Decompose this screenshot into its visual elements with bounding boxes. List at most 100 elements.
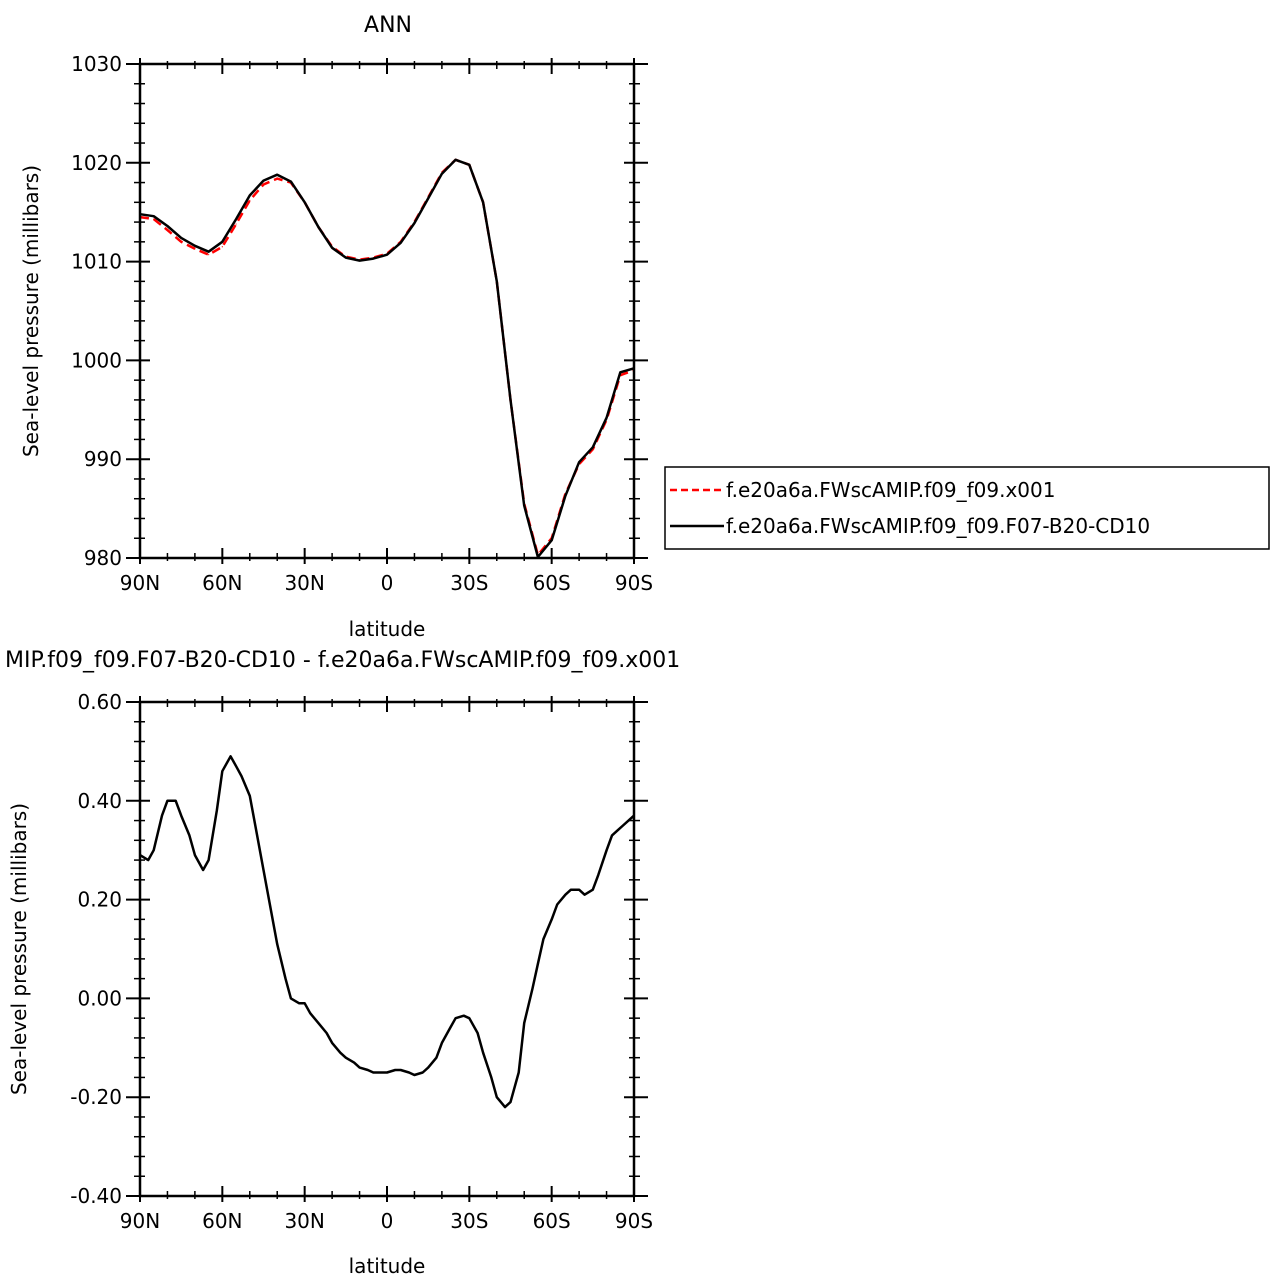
data-point <box>394 1069 396 1071</box>
data-point <box>584 894 586 896</box>
data-point <box>221 246 223 248</box>
data-point <box>597 874 599 876</box>
data-point <box>564 495 566 497</box>
data-point <box>372 258 374 260</box>
data-point <box>304 1002 306 1004</box>
data-point <box>578 889 580 891</box>
y-axis-label: Sea-level pressure (millibars) <box>7 803 31 1095</box>
data-point <box>194 245 196 247</box>
y-axis-label: Sea-level pressure (millibars) <box>19 165 43 457</box>
data-point <box>353 1062 355 1064</box>
data-point <box>290 997 292 1000</box>
y-tick-label: 980 <box>84 546 122 570</box>
data-point <box>592 446 594 448</box>
data-point <box>556 903 558 906</box>
data-point <box>386 1071 388 1074</box>
data-point <box>551 539 553 541</box>
legend-label: f.e20a6a.FWscAMIP.f09_f09.F07-B20-CD10 <box>726 514 1150 538</box>
y-tick-label: -0.20 <box>70 1085 122 1109</box>
data-point <box>358 1066 361 1069</box>
data-point <box>153 215 155 217</box>
data-point <box>509 399 512 401</box>
data-point <box>490 1076 492 1079</box>
data-point <box>619 371 621 373</box>
y-tick-label: 0.60 <box>77 690 122 714</box>
data-point <box>194 248 196 250</box>
x-tick-label: 90S <box>615 571 653 595</box>
panel-top: ANN 90N 60N 30N 0 30S 60S 90S 980 990 1000 1010 102… <box>19 13 1270 641</box>
data-point <box>367 1069 369 1071</box>
data-point <box>496 1096 498 1098</box>
data-point <box>468 164 470 166</box>
data-point <box>468 1017 470 1019</box>
data-point <box>482 1052 484 1054</box>
data-point <box>235 765 237 767</box>
data-point <box>166 229 169 231</box>
x-axis-label: latitude <box>349 617 426 641</box>
series-group <box>139 755 635 1109</box>
data-point <box>221 770 223 772</box>
data-point <box>331 1042 333 1044</box>
data-point <box>531 987 534 990</box>
data-point <box>408 1071 410 1074</box>
data-point <box>427 1066 429 1069</box>
data-point <box>504 1106 506 1108</box>
data-point <box>262 869 265 871</box>
data-point <box>166 225 169 227</box>
data-point <box>372 1071 374 1074</box>
data-point <box>290 180 292 183</box>
data-point <box>509 1101 512 1103</box>
data-point <box>542 938 545 940</box>
data-point <box>611 834 613 836</box>
data-point <box>180 241 182 243</box>
data-point <box>276 178 278 180</box>
x-tick-label: 0 <box>381 571 394 595</box>
data-point <box>592 889 594 891</box>
data-point <box>208 859 210 861</box>
x-axis-label: latitude <box>349 1254 426 1278</box>
data-point <box>413 1074 416 1076</box>
plot-frame <box>138 62 636 560</box>
data-point <box>309 1012 311 1014</box>
tick-group: 90N 60N 30N 0 30S 60S 90S 980 990 1000 1010 1020 103… <box>71 52 653 595</box>
data-point <box>284 978 287 980</box>
data-point <box>147 859 149 861</box>
x-tick-label: 0 <box>381 1209 394 1233</box>
data-point <box>537 963 539 965</box>
data-point <box>249 194 251 197</box>
data-point <box>208 254 210 256</box>
data-point <box>449 1027 451 1029</box>
data-point <box>627 819 630 822</box>
y-tick-label: 0.00 <box>77 986 122 1010</box>
data-point <box>229 755 232 757</box>
legend: f.e20a6a.FWscAMIP.f09_f09.x001 f.e20a6a.… <box>664 466 1270 550</box>
y-tick-label: 990 <box>84 447 122 471</box>
x-tick-label: 30N <box>284 1209 324 1233</box>
data-point <box>153 218 155 220</box>
data-point <box>345 1057 347 1059</box>
series-group <box>139 158 635 559</box>
data-point <box>422 1071 424 1074</box>
data-point <box>326 1032 328 1034</box>
data-point <box>188 834 190 836</box>
data-point <box>386 254 388 256</box>
data-point <box>175 800 177 802</box>
data-point <box>427 197 429 199</box>
x-tick-label: 90N <box>120 1209 160 1233</box>
data-point <box>161 815 163 817</box>
data-point <box>271 913 273 916</box>
series-line <box>139 755 635 1109</box>
data-point <box>523 505 525 507</box>
data-point <box>276 174 278 176</box>
data-point <box>463 1015 465 1017</box>
data-point <box>208 251 210 253</box>
data-point <box>249 795 251 797</box>
data-point <box>400 1069 402 1071</box>
y-tick-label: 1000 <box>71 348 122 372</box>
data-point <box>482 201 484 203</box>
data-point <box>317 226 319 228</box>
data-point <box>616 829 619 832</box>
chart-title: ANN <box>364 13 412 38</box>
data-point <box>380 1071 383 1074</box>
data-point <box>551 918 553 920</box>
